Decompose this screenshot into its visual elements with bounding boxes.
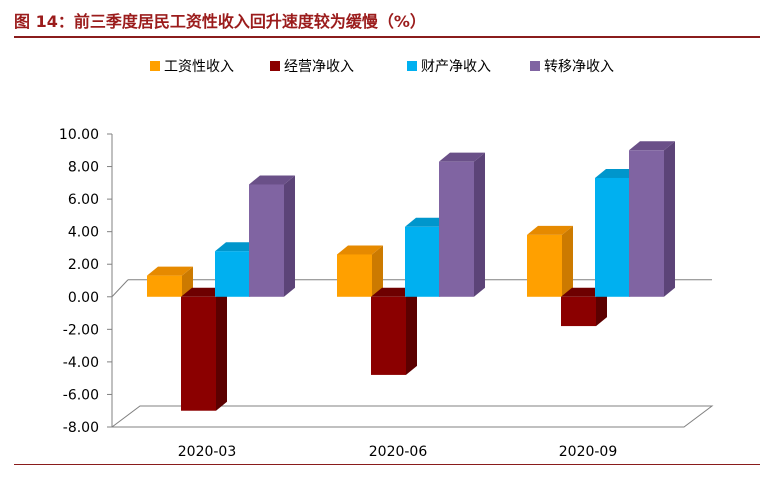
legend-swatch: [150, 61, 160, 71]
bar-top: [249, 175, 295, 185]
bar: [249, 175, 295, 297]
legend-swatch: [270, 61, 280, 71]
bar: [629, 141, 675, 297]
bar-side: [562, 225, 573, 297]
bar-side: [596, 287, 607, 327]
legend-label: 经营净收入: [284, 59, 354, 75]
legend-label: 转移净收入: [544, 59, 614, 75]
y-tick-label: -8.00: [63, 420, 99, 436]
bar-side: [284, 175, 295, 297]
bar-front: [629, 150, 664, 297]
legend-item: 财产净收入: [407, 59, 491, 75]
y-axis: 10.00 8.00 6.00 4.00 2.00 0.00 -2.00 -4.00 -6.00…: [59, 127, 113, 436]
y-tick-label: 4.00: [68, 225, 99, 241]
legend-item: 工资性收入: [150, 59, 234, 75]
y-tick-label: 6.00: [68, 192, 99, 208]
x-tick-label: 2020-09: [559, 444, 618, 460]
figure-title: 图 14：前三季度居民工资性收入回升速度较为缓慢（%）: [14, 12, 426, 31]
bar-front: [181, 296, 216, 411]
bar: [527, 225, 573, 297]
bar-front: [595, 177, 630, 297]
bar-side: [406, 287, 417, 375]
bar-top: [439, 152, 485, 162]
bar: [371, 287, 417, 375]
y-tick-label: -4.00: [63, 355, 99, 371]
legend-item: 经营净收入: [270, 59, 354, 75]
y-tick-label: 8.00: [68, 160, 99, 176]
bar-side: [372, 245, 383, 297]
legend-label: 工资性收入: [164, 59, 234, 75]
x-tick-label: 2020-06: [369, 444, 428, 460]
bar-side: [474, 152, 485, 297]
bar-top: [629, 141, 675, 151]
footer-rule: [14, 464, 760, 465]
legend-swatch: [530, 61, 540, 71]
bars: [147, 141, 675, 411]
x-tick-label: 2020-03: [178, 444, 237, 460]
x-axis-labels: 2020-03 2020-06 2020-09: [178, 444, 618, 460]
y-tick-label: 2.00: [68, 257, 99, 273]
bar-front: [527, 234, 562, 297]
bar-front: [337, 254, 372, 297]
y-tick-label: 10.00: [59, 127, 99, 143]
bar-front: [147, 275, 182, 297]
bar-front: [249, 184, 284, 297]
legend-item: 转移净收入: [530, 59, 614, 75]
bar-front: [561, 296, 596, 327]
legend-swatch: [407, 61, 417, 71]
bar-top: [527, 225, 573, 235]
bar-top: [147, 266, 193, 276]
bar-front: [215, 251, 250, 297]
bar-side: [216, 287, 227, 411]
bar-side: [664, 141, 675, 297]
bar: [181, 287, 227, 411]
floor-plane: [110, 405, 714, 428]
bar: [147, 266, 193, 297]
bar-front: [439, 161, 474, 297]
y-tick-label: -2.00: [63, 322, 99, 338]
bar-front: [405, 226, 440, 297]
bar-top: [337, 245, 383, 255]
bar: [337, 245, 383, 297]
y-tick-label: -6.00: [63, 387, 99, 403]
y-tick-label: 0.00: [68, 290, 99, 306]
bar-front: [371, 296, 406, 375]
legend-label: 财产净收入: [421, 59, 491, 75]
bar: [439, 152, 485, 297]
title-rule: [14, 36, 760, 38]
legend: 工资性收入 经营净收入 财产净收入 转移净收入: [150, 59, 614, 75]
